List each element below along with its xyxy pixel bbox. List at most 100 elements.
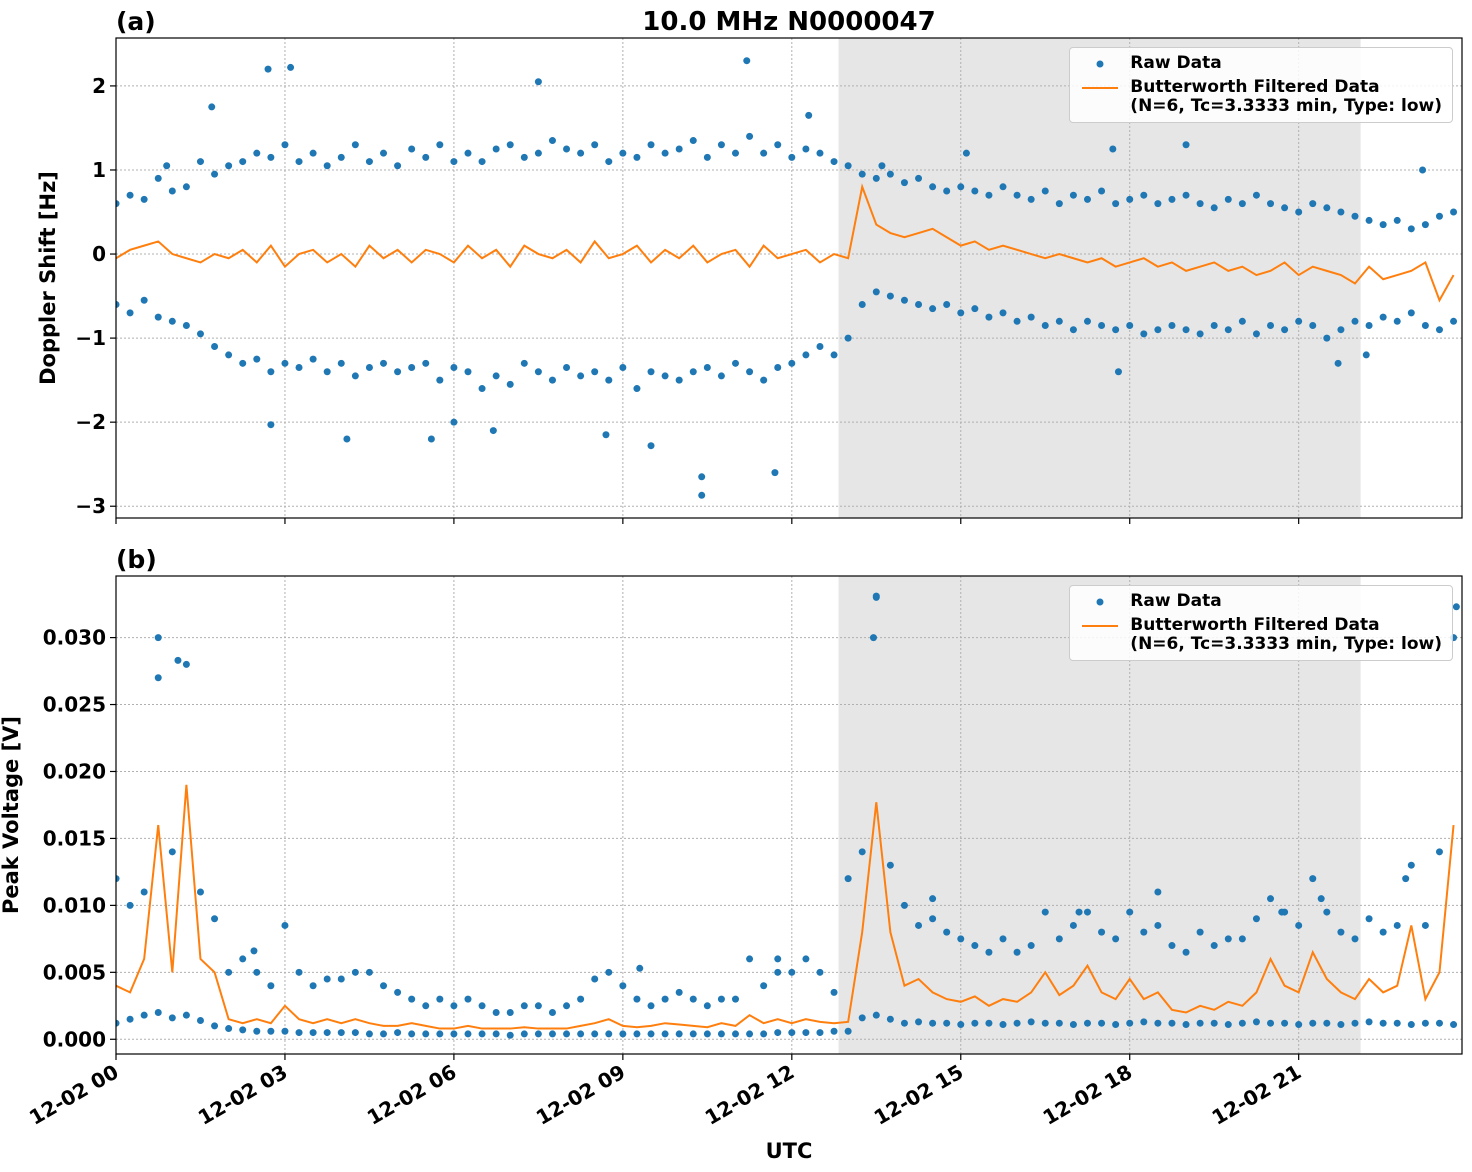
data-point: [408, 995, 416, 1003]
data-point: [1421, 921, 1429, 929]
data-point: [872, 592, 880, 600]
data-point: [450, 1030, 458, 1038]
data-point: [295, 158, 303, 166]
data-point: [743, 57, 751, 65]
y-tick-label: −2: [75, 410, 106, 434]
data-point: [1337, 208, 1345, 216]
data-point: [351, 968, 359, 976]
data-point: [774, 968, 782, 976]
data-point: [1196, 200, 1204, 208]
data-point: [1281, 326, 1289, 334]
y-tick-label: 0.030: [43, 626, 106, 650]
data-point: [225, 968, 233, 976]
data-point: [1140, 330, 1148, 338]
data-point: [971, 187, 979, 195]
data-point: [915, 1018, 923, 1026]
data-point: [116, 300, 120, 308]
data-point: [140, 296, 148, 304]
data-point: [602, 431, 610, 439]
data-point: [1407, 309, 1415, 317]
data-point: [760, 149, 768, 157]
data-point: [1112, 1021, 1120, 1029]
data-point: [211, 170, 219, 178]
data-point: [1402, 875, 1410, 883]
data-point: [816, 343, 824, 351]
data-point: [830, 158, 838, 166]
legend-swatch: [1096, 598, 1104, 606]
data-point: [957, 183, 965, 191]
data-point: [1027, 1018, 1035, 1026]
data-point: [450, 364, 458, 372]
data-point: [239, 955, 247, 963]
data-point: [1337, 928, 1345, 936]
data-point: [774, 364, 782, 372]
data-point: [1126, 908, 1134, 916]
data-point: [1323, 1019, 1331, 1027]
y-tick-label: 0.010: [43, 893, 106, 917]
y-tick-label: −1: [75, 326, 106, 350]
data-point: [1407, 1021, 1415, 1029]
data-point: [168, 848, 176, 856]
data-point: [408, 364, 416, 372]
data-point: [703, 364, 711, 372]
data-point: [591, 1030, 599, 1038]
data-point: [746, 368, 754, 376]
data-point: [633, 385, 641, 393]
data-point: [886, 1015, 894, 1023]
data-point: [1182, 191, 1190, 199]
data-point: [365, 364, 373, 372]
data-point: [534, 368, 542, 376]
data-point: [900, 296, 908, 304]
data-point: [647, 141, 655, 149]
y-tick-label: 0.020: [43, 759, 106, 783]
data-point: [619, 149, 627, 157]
data-point: [929, 305, 937, 313]
data-point: [1309, 1019, 1317, 1027]
data-point: [878, 162, 886, 170]
data-point: [323, 1029, 331, 1037]
data-point: [323, 368, 331, 376]
data-point: [957, 935, 965, 943]
plot-area: [116, 57, 1458, 499]
data-point: [182, 321, 190, 329]
data-point: [971, 305, 979, 313]
y-tick-label: 0.015: [43, 826, 106, 850]
data-point: [492, 1030, 500, 1038]
data-point: [605, 968, 613, 976]
data-point: [985, 948, 993, 956]
data-point: [774, 955, 782, 963]
data-point: [1055, 1019, 1063, 1027]
data-point: [605, 158, 613, 166]
data-point: [436, 141, 444, 149]
data-point: [1295, 208, 1303, 216]
data-point: [703, 153, 711, 161]
data-point: [1112, 935, 1120, 943]
data-point: [633, 1030, 641, 1038]
data-point: [563, 145, 571, 153]
data-point: [844, 875, 852, 883]
data-point: [450, 1002, 458, 1010]
data-point: [563, 364, 571, 372]
data-point: [225, 162, 233, 170]
data-point: [1083, 908, 1091, 916]
y-tick-label: 2: [92, 74, 106, 98]
data-point: [1210, 204, 1218, 212]
legend: Raw Data Butterworth Filtered Data (N=6, …: [1069, 47, 1453, 123]
panel-label: (b): [116, 545, 157, 574]
data-point: [1182, 326, 1190, 334]
data-point: [689, 368, 697, 376]
data-point: [253, 149, 261, 157]
data-point: [394, 368, 402, 376]
data-point: [520, 359, 528, 367]
data-point: [1351, 317, 1359, 325]
data-point: [900, 901, 908, 909]
data-point: [605, 376, 613, 384]
data-point: [731, 149, 739, 157]
data-point: [492, 372, 500, 380]
data-point: [1041, 187, 1049, 195]
data-point: [1435, 212, 1443, 220]
data-point: [915, 300, 923, 308]
data-point: [365, 158, 373, 166]
data-point: [816, 1029, 824, 1037]
data-point: [886, 292, 894, 300]
